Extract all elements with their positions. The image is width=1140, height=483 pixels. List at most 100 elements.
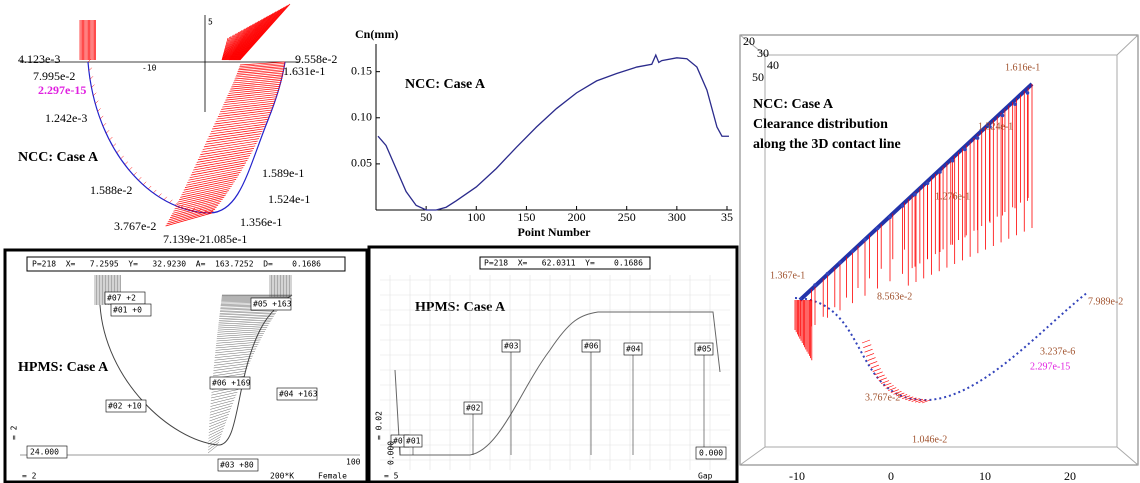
- decoration: [221, 102, 275, 110]
- decoration: [177, 190, 229, 203]
- decoration: [128, 166, 133, 171]
- point-label: #03 +80: [220, 461, 254, 470]
- decoration: [1025, 91, 1030, 95]
- clearance-label: 7.995e-2: [33, 69, 75, 83]
- decoration: [207, 444, 219, 454]
- decoration: [209, 408, 232, 416]
- decoration: [230, 83, 281, 90]
- clearance-label: 2.297e-15: [38, 83, 86, 97]
- point-label: #01: [406, 437, 421, 446]
- decoration: [239, 61, 286, 66]
- hpms-mid-panel: P=218 X= 62.0311 Y= 0.1686 HPMS: Case A …: [367, 245, 739, 483]
- decoration: [239, 63, 285, 67]
- decoration: [120, 155, 124, 160]
- decoration: [232, 80, 282, 86]
- label-box: [695, 446, 727, 460]
- decoration: [214, 355, 253, 361]
- frame: [739, 34, 1139, 466]
- decoration: [217, 329, 267, 333]
- decoration: [184, 176, 238, 188]
- label-box: [501, 339, 521, 353]
- decoration: [233, 15, 269, 61]
- decoration: [210, 123, 266, 132]
- x-tick-label: 150: [517, 210, 535, 224]
- decoration: [168, 206, 217, 221]
- decoration: [813, 283, 817, 287]
- decoration: [213, 119, 268, 127]
- scale-value: 100: [346, 458, 361, 467]
- decoration: [206, 133, 262, 143]
- axis-tick: -10: [142, 64, 157, 73]
- decoration: [189, 167, 244, 179]
- label-box: [623, 342, 643, 356]
- decoration: [869, 361, 878, 365]
- clearance-label: 1.588e-2: [90, 183, 132, 197]
- decoration: [105, 130, 110, 134]
- decoration: [220, 105, 274, 113]
- decoration: [896, 392, 905, 397]
- decoration: [863, 238, 867, 242]
- zoom: 200*K: [270, 472, 294, 481]
- decoration: [238, 64, 285, 69]
- x-tick-label: 50: [420, 210, 432, 224]
- decoration: [226, 92, 279, 99]
- decoration: [228, 87, 280, 94]
- decoration: [219, 309, 278, 312]
- decoration: [192, 207, 196, 212]
- decoration: [100, 115, 104, 120]
- x-tick-label: 250: [618, 210, 636, 224]
- clearance-label: 1.589e-1: [262, 166, 304, 180]
- series-line: [377, 53, 729, 211]
- decoration: [169, 204, 219, 219]
- decoration: [196, 152, 252, 163]
- decoration: [175, 194, 226, 208]
- decoration: [163, 196, 168, 201]
- decoration: [208, 436, 221, 445]
- gap-curve: [394, 311, 721, 456]
- decoration: [225, 30, 243, 61]
- decoration: [874, 371, 883, 376]
- decoration: [223, 35, 233, 61]
- decoration: [219, 316, 274, 319]
- label-box: [26, 445, 68, 459]
- point-label: #06: [584, 342, 599, 351]
- label-box: [403, 434, 423, 448]
- axis-tick: -10: [789, 469, 805, 483]
- point-label: #04 +163: [279, 390, 318, 399]
- point-label: #06 +169: [212, 379, 251, 388]
- decoration: [225, 94, 278, 101]
- decoration: [236, 9, 280, 61]
- decoration: [89, 76, 94, 80]
- decoration: [224, 31, 240, 61]
- decoration: [988, 125, 992, 129]
- x-tick-label: 100: [467, 210, 485, 224]
- decoration: [209, 414, 229, 422]
- decoration: [211, 389, 239, 396]
- decoration: [216, 339, 261, 344]
- decoration: [158, 193, 162, 197]
- decoration: [218, 323, 270, 327]
- decoration: [908, 397, 917, 402]
- point-label: #05 +163: [253, 300, 292, 309]
- x-tick-label: 300: [668, 210, 686, 224]
- decoration: [207, 130, 263, 140]
- decoration: [208, 433, 222, 442]
- decoration: [179, 188, 231, 201]
- decoration: [213, 368, 248, 374]
- panel-title: NCC: Case A: [753, 97, 834, 112]
- scale-value: 24.000: [30, 448, 59, 457]
- label-box: [110, 303, 152, 317]
- clearance-label: 3.237e-6: [1040, 346, 1075, 357]
- decoration: [202, 140, 258, 150]
- header-box: [26, 256, 346, 272]
- decoration: [233, 14, 271, 61]
- axis-tick: 50: [752, 70, 764, 84]
- decoration: [212, 370, 247, 377]
- decoration: [180, 204, 184, 208]
- decoration: [213, 365, 249, 371]
- decoration: [238, 5, 288, 61]
- decoration: [201, 143, 257, 153]
- clearance-label: 1.276e-1: [935, 191, 970, 202]
- decoration: [227, 89, 279, 96]
- axis-tick: 30: [757, 46, 769, 60]
